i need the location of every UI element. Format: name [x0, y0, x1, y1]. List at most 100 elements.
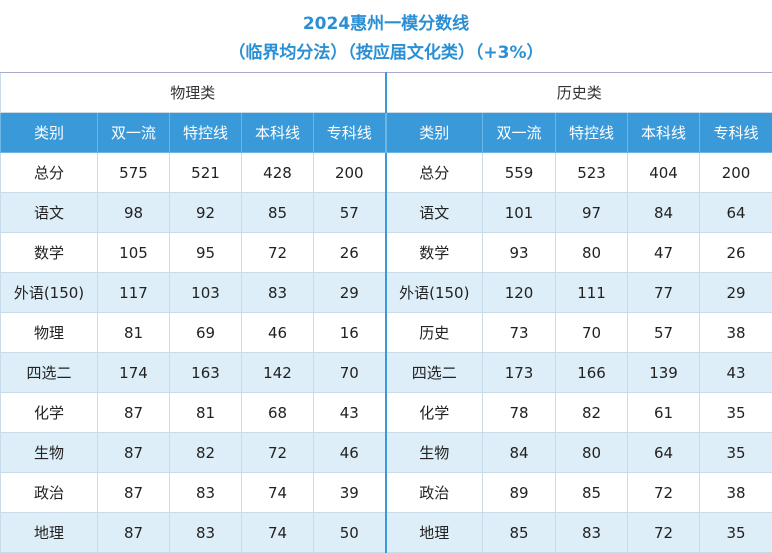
score-cell: 72 [627, 512, 701, 553]
score-cell: 43 [699, 352, 772, 393]
score-cell: 139 [627, 352, 701, 393]
score-cell: 97 [555, 192, 629, 233]
score-cell: 61 [627, 392, 701, 433]
score-cell: 80 [555, 432, 629, 473]
header-row: 类别 双一流 特控线 本科线 专科线 类别 双一流 特控线 本科线 专科线 [0, 112, 772, 153]
score-cell: 83 [241, 272, 314, 313]
row-label: 政治 [385, 472, 484, 513]
score-cell: 120 [482, 272, 557, 313]
score-cell: 428 [241, 152, 314, 193]
score-cell: 72 [241, 232, 314, 273]
row-label: 外语(150) [0, 272, 98, 313]
row-label: 数学 [0, 232, 98, 273]
subtitle: （临界均分法）（按应届文化类）（+3%） [228, 43, 544, 63]
score-cell: 70 [555, 312, 629, 353]
score-cell: 46 [241, 312, 314, 353]
score-cell: 85 [241, 192, 314, 233]
row-label: 外语(150) [385, 272, 484, 313]
column-header: 类别 [0, 112, 98, 153]
score-cell: 72 [627, 472, 701, 513]
row-label: 总分 [0, 152, 98, 193]
score-cell: 82 [169, 432, 242, 473]
score-cell: 85 [555, 472, 629, 513]
score-cell: 111 [555, 272, 629, 313]
column-header: 专科线 [312, 112, 387, 153]
score-cell: 57 [627, 312, 701, 353]
score-cell: 98 [97, 192, 170, 233]
column-header: 本科线 [627, 112, 701, 153]
score-cell: 87 [97, 392, 170, 433]
row-label: 生物 [0, 432, 98, 473]
column-header: 专科线 [699, 112, 772, 153]
score-cell: 87 [97, 432, 170, 473]
data-row: 数学 105 95 72 26 数学 93 80 47 26 [0, 232, 772, 273]
score-cell: 57 [312, 192, 387, 233]
column-header: 类别 [385, 112, 484, 153]
score-cell: 72 [241, 432, 314, 473]
score-cell: 43 [312, 392, 387, 433]
score-cell: 521 [169, 152, 242, 193]
data-row: 语文 98 92 85 57 语文 101 97 84 64 [0, 192, 772, 233]
score-cell: 70 [312, 352, 387, 393]
score-cell: 83 [555, 512, 629, 553]
score-cell: 174 [97, 352, 170, 393]
score-cell: 46 [312, 432, 387, 473]
score-cell: 85 [482, 512, 557, 553]
row-label: 政治 [0, 472, 98, 513]
score-cell: 101 [482, 192, 557, 233]
row-label: 物理 [0, 312, 98, 353]
score-cell: 200 [312, 152, 387, 193]
group-name: 物理类 [0, 72, 387, 113]
score-cell: 80 [555, 232, 629, 273]
score-cell: 117 [97, 272, 170, 313]
column-header: 双一流 [482, 112, 557, 153]
score-table: 物理类 历史类 类别 双一流 特控线 本科线 专科线 类别 双一流 特控线 本科线 专科线 总分 575 5… [0, 72, 772, 553]
score-cell: 64 [699, 192, 772, 233]
score-cell: 16 [312, 312, 387, 353]
row-label: 地理 [0, 512, 98, 553]
column-header: 特控线 [555, 112, 629, 153]
score-cell: 39 [312, 472, 387, 513]
score-cell: 142 [241, 352, 314, 393]
row-label: 化学 [385, 392, 484, 433]
score-cell: 74 [241, 472, 314, 513]
data-row: 生物 87 82 72 46 生物 84 80 64 35 [0, 432, 772, 473]
data-row: 四选二 174 163 142 70 四选二 173 166 139 43 [0, 352, 772, 393]
group-name: 历史类 [385, 72, 772, 113]
score-cell: 35 [699, 392, 772, 433]
row-label: 四选二 [0, 352, 98, 393]
score-cell: 78 [482, 392, 557, 433]
column-header: 双一流 [97, 112, 170, 153]
score-cell: 575 [97, 152, 170, 193]
score-cell: 29 [699, 272, 772, 313]
table-body: 物理类 历史类 类别 双一流 特控线 本科线 专科线 类别 双一流 特控线 本科线 专科线 总分 575 5… [0, 72, 772, 553]
score-cell: 81 [97, 312, 170, 353]
score-cell: 105 [97, 232, 170, 273]
column-header: 本科线 [241, 112, 314, 153]
score-cell: 74 [241, 512, 314, 553]
data-row: 总分 575 521 428 200 总分 559 523 404 200 [0, 152, 772, 193]
group-row: 物理类 历史类 [0, 72, 772, 113]
row-label: 四选二 [385, 352, 484, 393]
title: 2024惠州一模分数线 [302, 14, 470, 34]
score-cell: 83 [169, 472, 242, 513]
row-label: 地理 [385, 512, 484, 553]
score-cell: 173 [482, 352, 557, 393]
score-cell: 93 [482, 232, 557, 273]
data-row: 外语(150) 117 103 83 29 外语(150) 120 111 77 29 [0, 272, 772, 313]
row-label: 数学 [385, 232, 484, 273]
score-cell: 87 [97, 472, 170, 513]
score-cell: 200 [699, 152, 772, 193]
column-header: 特控线 [169, 112, 242, 153]
score-cell: 84 [627, 192, 701, 233]
score-cell: 68 [241, 392, 314, 433]
score-cell: 83 [169, 512, 242, 553]
score-cell: 81 [169, 392, 242, 433]
score-cell: 26 [312, 232, 387, 273]
score-cell: 92 [169, 192, 242, 233]
row-label: 总分 [385, 152, 484, 193]
score-cell: 89 [482, 472, 557, 513]
score-cell: 50 [312, 512, 387, 553]
score-cell: 26 [699, 232, 772, 273]
